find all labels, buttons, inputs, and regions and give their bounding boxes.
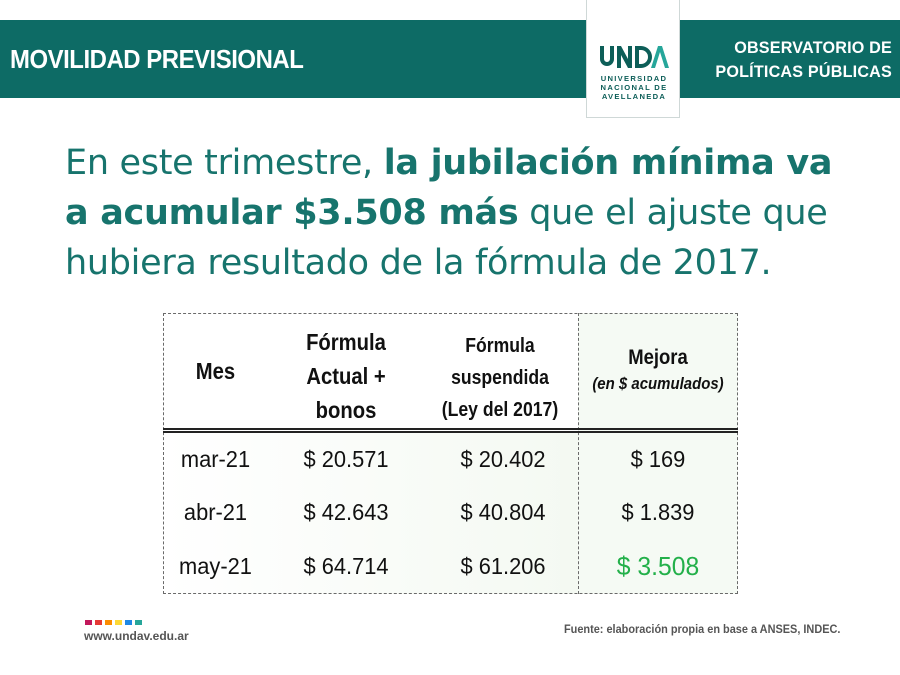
brand-dot bbox=[85, 620, 92, 625]
header-actual-line-1: Fórmula bbox=[306, 329, 386, 355]
table-cell-mejora: $ 169 bbox=[630, 446, 686, 472]
observatory-title: OBSERVATORIO DE POLÍTICAS PÚBLICAS bbox=[702, 36, 892, 84]
headline-bold: la jubilación mínima va a acumular $3.50… bbox=[65, 143, 833, 233]
brand-dot bbox=[125, 620, 132, 625]
table-cell-suspendida: $ 61.206 bbox=[460, 553, 546, 579]
header-mejora: Mejora (en $ acumulados) bbox=[588, 344, 729, 396]
logo-line-1: UNIVERSIDAD bbox=[600, 74, 668, 83]
header-actual-line-3: bonos bbox=[315, 397, 377, 423]
header-formula-suspendida: Fórmula suspendida (Ley del 2017) bbox=[434, 330, 566, 426]
table-cell-mejora-highlight: $ 3.508 bbox=[616, 551, 700, 581]
section-title: MOVILIDAD PREVISIONAL bbox=[10, 44, 304, 74]
table-cell-actual: $ 64.714 bbox=[303, 553, 389, 579]
brand-dot bbox=[105, 620, 112, 625]
header-mejora-label: Mejora bbox=[628, 346, 688, 369]
mejora-divider bbox=[578, 313, 579, 594]
table-cell-actual: $ 42.643 bbox=[303, 499, 389, 525]
headline-part-1: En este trimestre, bbox=[65, 143, 384, 183]
observatory-line-1: OBSERVATORIO DE bbox=[734, 38, 892, 57]
website-link[interactable]: www.undav.edu.ar bbox=[84, 629, 189, 643]
header-formula-actual: Fórmula Actual + bonos bbox=[289, 325, 403, 427]
header-mes: Mes bbox=[195, 358, 236, 384]
header-separator bbox=[163, 428, 738, 433]
brand-dot bbox=[135, 620, 142, 625]
header-mejora-subtitle: (en $ acumulados) bbox=[592, 374, 724, 393]
headline-part-2: que el ajuste que hubiera resultado de l… bbox=[65, 193, 828, 283]
table-body-bg bbox=[163, 431, 578, 594]
source-note: Fuente: elaboración propia en base a ANS… bbox=[564, 624, 841, 636]
table-cell-mes: abr-21 bbox=[183, 499, 248, 525]
table-cell-actual: $ 20.571 bbox=[303, 446, 389, 472]
header-band bbox=[0, 20, 900, 98]
comparison-table: Mes Fórmula Actual + bonos Fórmula suspe… bbox=[163, 313, 738, 594]
brand-color-dots bbox=[85, 620, 142, 625]
logo-caption: UNIVERSIDAD NACIONAL DE AVELLANEDA bbox=[587, 74, 681, 101]
mejora-column-bg bbox=[578, 313, 738, 594]
header-actual-line-2: Actual + bbox=[306, 363, 386, 389]
header-susp-line-3: (Ley del 2017) bbox=[441, 399, 559, 421]
table-cell-mejora: $ 1.839 bbox=[621, 499, 695, 525]
table-cell-mes: may-21 bbox=[179, 553, 252, 579]
observatory-line-2: POLÍTICAS PÚBLICAS bbox=[715, 62, 892, 81]
table-cell-suspendida: $ 20.402 bbox=[460, 446, 546, 472]
undav-logo[interactable]: UNIVERSIDAD NACIONAL DE AVELLANEDA bbox=[586, 0, 680, 118]
undav-logo-mark bbox=[600, 46, 669, 68]
brand-dot bbox=[95, 620, 102, 625]
brand-dot bbox=[115, 620, 122, 625]
table-cell-suspendida: $ 40.804 bbox=[460, 499, 546, 525]
header-susp-line-1: Fórmula bbox=[465, 335, 535, 357]
table-border bbox=[163, 313, 738, 594]
header-susp-line-2: suspendida bbox=[451, 367, 549, 389]
logo-line-2: NACIONAL DE bbox=[600, 83, 668, 92]
headline: En este trimestre, la jubilación mínima … bbox=[65, 138, 855, 288]
table-cell-mes: mar-21 bbox=[180, 446, 251, 472]
logo-line-3: AVELLANEDA bbox=[601, 92, 667, 101]
